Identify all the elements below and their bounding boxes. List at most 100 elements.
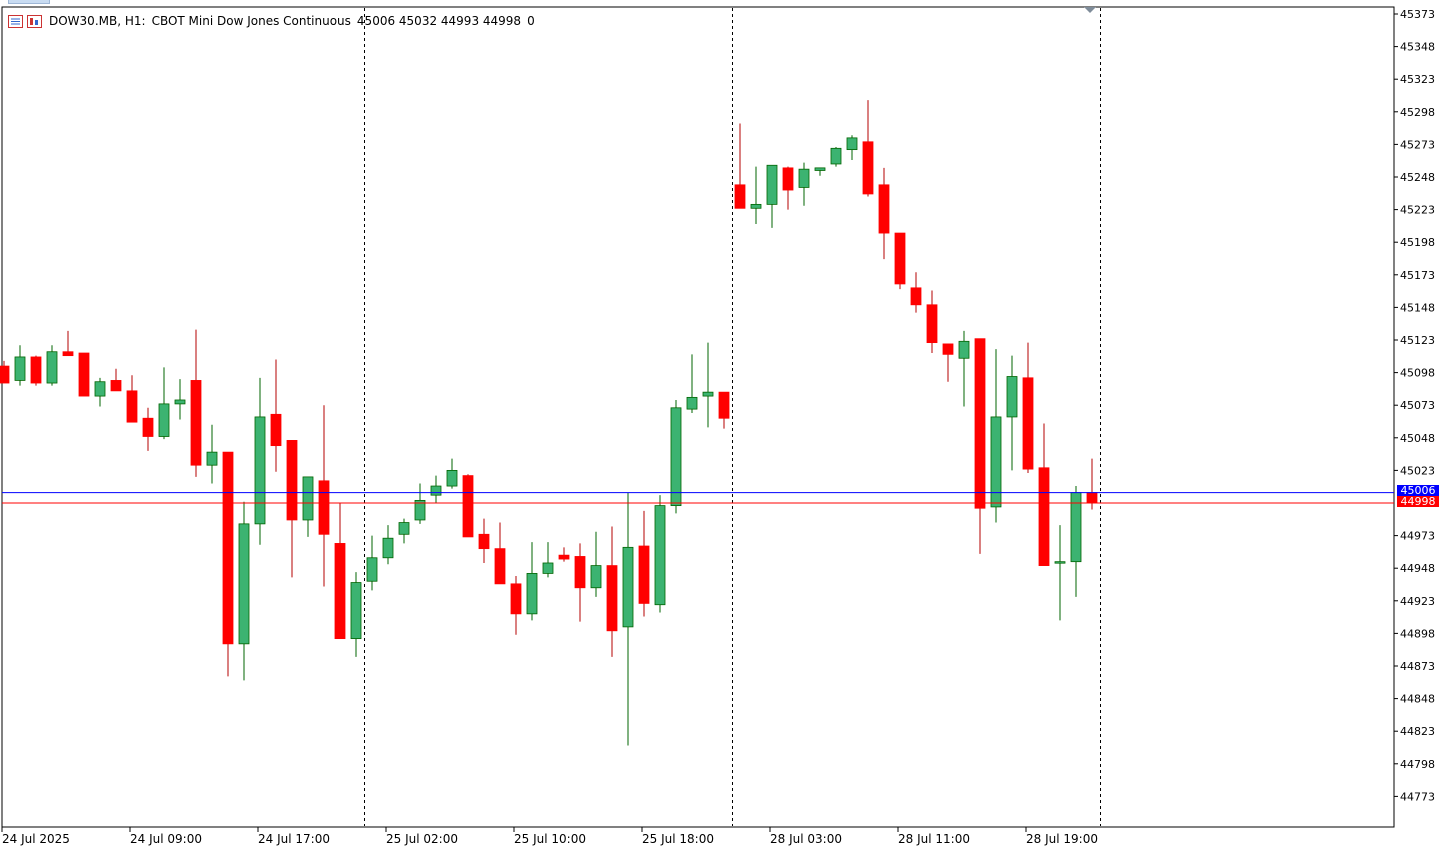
candle-body (190, 380, 202, 466)
candle (478, 518, 490, 563)
candle (670, 399, 682, 514)
y-tick-label: 45148 (1400, 301, 1435, 314)
candle-body (734, 184, 746, 209)
candle (638, 510, 650, 617)
candle-body (990, 416, 1002, 508)
candle-body (14, 356, 26, 381)
y-tick-label: 45248 (1400, 171, 1435, 184)
candle (734, 123, 746, 209)
candle-body (398, 522, 410, 535)
time-axis: 24 Jul 2025 24 Jul 09:00 24 Jul 17:00 25 Ju… (1, 827, 1098, 846)
candle-body (942, 343, 954, 355)
candle (206, 424, 218, 484)
candle-body (270, 413, 282, 447)
candle-body (94, 381, 106, 397)
candle (398, 518, 410, 544)
candle-body (158, 403, 170, 437)
y-tick-label: 44848 (1400, 693, 1435, 706)
y-tick-label: 45023 (1400, 464, 1435, 477)
candle-body (622, 546, 634, 628)
candle (798, 162, 810, 206)
candles (0, 100, 1098, 746)
candle-body (350, 582, 362, 640)
ohlc-values: 45006 45032 44993 44998 (356, 14, 522, 28)
candle (254, 377, 266, 545)
candle (350, 572, 362, 657)
candle-body (126, 390, 138, 423)
candle-body (78, 352, 90, 397)
candle (926, 290, 938, 354)
candle-body (702, 391, 714, 397)
candle (30, 355, 42, 386)
candle (910, 272, 922, 313)
candle-body (334, 543, 346, 640)
candle-body (286, 440, 298, 521)
candle (78, 352, 90, 397)
candle (590, 531, 602, 597)
candle-body (366, 557, 378, 582)
candle-body (46, 351, 58, 384)
candle-body (974, 338, 986, 509)
candle (814, 167, 826, 176)
x-tick-label: 24 Jul 09:00 (130, 832, 202, 846)
candle-body (478, 533, 490, 550)
candle (14, 345, 26, 386)
candle-body (174, 399, 186, 405)
x-tick-label: 28 Jul 19:00 (1026, 832, 1098, 846)
y-tick-label: 44798 (1400, 758, 1435, 771)
y-tick-label: 45298 (1400, 106, 1435, 119)
candle (622, 492, 634, 746)
y-tick-label: 44773 (1400, 790, 1435, 803)
candle (238, 501, 250, 681)
candle-body (606, 565, 618, 632)
symbol-icon[interactable] (27, 14, 42, 28)
candle (510, 576, 522, 635)
candle-body (318, 480, 330, 535)
candle (974, 338, 986, 554)
candle (430, 475, 442, 503)
candle-body (494, 548, 506, 585)
plot-area-frame (1, 6, 1395, 828)
chart-list-icon[interactable] (8, 14, 23, 28)
x-tick-label: 28 Jul 03:00 (770, 832, 842, 846)
volume-value: 0 (527, 14, 535, 28)
candle-body (430, 485, 442, 496)
candle (62, 330, 74, 357)
y-tick-label: 45123 (1400, 334, 1435, 347)
candle-body (830, 147, 842, 165)
candle-body (878, 184, 890, 234)
y-tick-label: 45373 (1400, 8, 1435, 21)
y-tick-label: 45323 (1400, 73, 1435, 86)
x-tick-label: 25 Jul 02:00 (386, 832, 458, 846)
candle (46, 345, 58, 386)
candle-body (254, 416, 266, 525)
candle-body (686, 396, 698, 410)
candle-body (510, 583, 522, 615)
candle-body (910, 287, 922, 306)
candle (766, 164, 778, 228)
candle-body (62, 351, 74, 357)
y-tick-label: 44948 (1400, 562, 1435, 575)
candle (494, 522, 506, 585)
candle (574, 543, 586, 622)
candle (270, 359, 282, 472)
candle (1022, 342, 1034, 474)
candle-body (782, 167, 794, 191)
x-tick-label: 24 Jul 17:00 (258, 832, 330, 846)
candle (94, 377, 106, 407)
candle (542, 542, 554, 578)
y-tick-label: 45348 (1400, 41, 1435, 54)
candle (718, 391, 730, 429)
candle (158, 367, 170, 440)
y-tick-label: 44973 (1400, 530, 1435, 543)
candle (990, 349, 1002, 523)
window-tab[interactable] (8, 0, 50, 4)
candle (142, 407, 154, 451)
candle-body (110, 380, 122, 392)
x-tick-label: 24 Jul 2025 (2, 832, 70, 846)
candle (190, 329, 202, 477)
candle (862, 100, 874, 197)
candle (110, 368, 122, 392)
day-separators (364, 8, 1101, 826)
